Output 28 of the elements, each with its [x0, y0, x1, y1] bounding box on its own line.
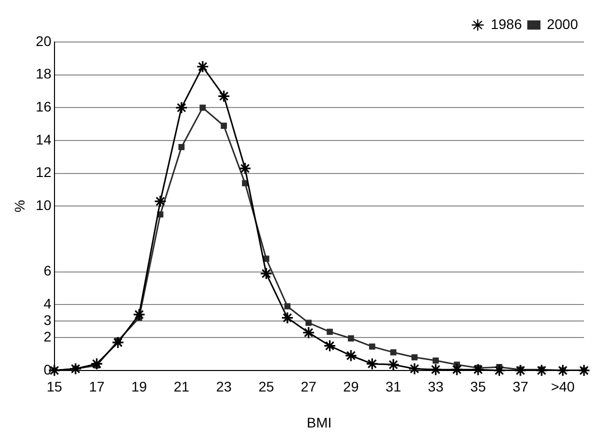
y-tick-label: 2 [44, 328, 52, 344]
x-tick-label: 17 [88, 378, 105, 395]
x-tick-label: 31 [386, 378, 402, 395]
x-tick-label: 27 [300, 378, 317, 395]
x-axis-title: BMI [306, 414, 332, 430]
y-tick-label: 3 [44, 312, 52, 328]
y-tick-label: 18 [36, 66, 52, 82]
x-tick-label: 15 [46, 378, 62, 395]
y-axis-title: % [11, 200, 28, 212]
x-tick-label: 35 [470, 378, 486, 395]
y-tick-label: 0 [44, 361, 52, 378]
x-tick-label: 29 [343, 378, 359, 395]
x-tick-label: 23 [216, 378, 232, 395]
x-tick-label: 19 [131, 378, 148, 395]
x-tick-label: 33 [428, 378, 444, 395]
legend-label: 1986 [490, 16, 522, 32]
y-tick-label: 16 [36, 98, 52, 115]
x-tick-label: >40 [550, 378, 575, 395]
y-tick-label: 4 [44, 296, 52, 312]
x-tick-label: 37 [512, 378, 528, 395]
y-tick-label: 6 [44, 262, 52, 279]
y-tick-label: 10 [36, 197, 52, 214]
y-tick-label: 12 [36, 164, 52, 180]
y-tick-label: 20 [36, 32, 52, 49]
x-tick-label: 25 [258, 378, 274, 395]
x-tick-label: 21 [174, 378, 190, 395]
y-tick-label: 14 [36, 131, 52, 148]
legend-label: 2000 [546, 16, 578, 32]
